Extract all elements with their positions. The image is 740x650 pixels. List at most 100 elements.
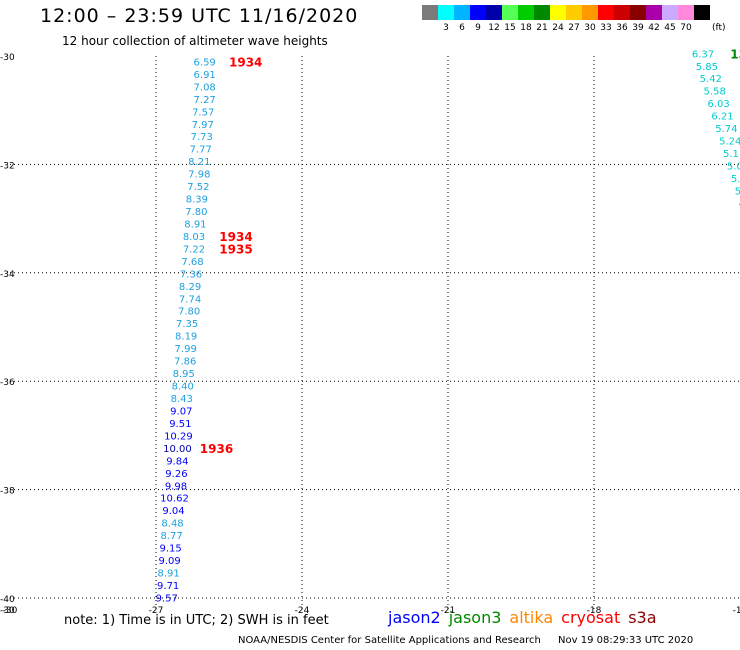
data-point-label: 9.71 <box>157 581 179 592</box>
legend-swatch <box>582 5 598 20</box>
data-point-label: 9.84 <box>166 456 188 467</box>
legend-swatch-cell: 39 <box>630 5 646 34</box>
footer: NOAA/NESDIS Center for Satellite Applica… <box>238 635 693 646</box>
data-point-label: 7.73 <box>191 132 213 143</box>
time-annotation: 1936 <box>200 442 233 456</box>
satellite-cryosat: cryosat <box>561 608 621 627</box>
y-tick-label: -30 <box>0 53 15 63</box>
legend-swatch-cell: 18 <box>518 5 534 34</box>
data-point-label: 5.74 <box>715 124 737 135</box>
data-point-label: 7.57 <box>192 107 214 118</box>
legend-swatch <box>630 5 646 20</box>
y-tick-label: -40 <box>0 595 15 605</box>
data-point-label: 7.77 <box>190 145 212 156</box>
time-annotation: 1934 <box>219 230 252 244</box>
data-point-label: 9.98 <box>165 481 187 492</box>
data-point-label: 9.15 <box>159 544 181 555</box>
legend-label: 24 <box>552 23 564 33</box>
x-tick-label: -30 <box>0 606 15 616</box>
legend-swatch <box>534 5 550 20</box>
time-annotation: 1339 <box>730 47 740 61</box>
data-point-label: 7.80 <box>178 307 200 318</box>
legend-swatch <box>550 5 566 20</box>
legend-label: 12 <box>488 23 500 33</box>
data-point-label: 8.03 <box>183 232 205 243</box>
legend-swatch <box>678 5 694 20</box>
legend-swatch <box>502 5 518 20</box>
x-tick-label: -27 <box>149 606 164 616</box>
legend-swatch-cell: 24 <box>550 5 566 34</box>
data-point-label: 7.97 <box>192 120 214 131</box>
data-point-label: 6.03 <box>707 99 729 110</box>
legend-unit: (ft) <box>712 23 726 33</box>
legend-label: 6 <box>459 23 465 33</box>
data-point-label: 5.11 <box>723 149 740 160</box>
page-title: 12:00 – 23:59 UTC 11/16/2020 <box>40 5 359 27</box>
data-point-label: 5.24 <box>719 137 740 148</box>
data-point-label: 8.48 <box>161 519 183 530</box>
legend-label: 27 <box>568 23 580 33</box>
data-point-label: 9.51 <box>169 419 191 430</box>
legend-swatch <box>694 5 710 20</box>
legend-swatch <box>662 5 678 20</box>
legend-swatch-cell: 27 <box>566 5 582 34</box>
data-point-label: 4.87 <box>739 199 740 210</box>
data-point-label: 7.98 <box>188 170 210 181</box>
satellite-s3a: s3a <box>628 608 657 627</box>
y-tick-label: -32 <box>0 161 15 171</box>
time-annotation: 1935 <box>219 242 252 256</box>
data-point-label: 7.35 <box>176 319 198 330</box>
data-point-label: 8.95 <box>173 369 195 380</box>
data-point-label: 8.19 <box>175 332 197 343</box>
data-point-label: 8.21 <box>188 157 210 168</box>
legend-swatch <box>566 5 582 20</box>
legend-label: 42 <box>648 23 660 33</box>
data-point-label: 10.29 <box>164 431 193 442</box>
legend-label: 21 <box>536 23 548 33</box>
y-tick-label: -34 <box>0 270 15 280</box>
x-tick-label: -30 <box>3 606 18 616</box>
data-point-label: 5.85 <box>696 62 718 73</box>
data-point-label: 6.59 <box>194 57 216 68</box>
legend-swatch <box>470 5 486 20</box>
chart-note: note: 1) Time is in UTC; 2) SWH is in fe… <box>64 613 329 628</box>
y-tick-label: -38 <box>0 487 15 497</box>
legend-label: 70 <box>680 23 692 33</box>
data-point-label: 8.91 <box>184 219 206 230</box>
data-point-label: 6.21 <box>711 112 733 123</box>
color-scale-legend: 3 6 9 12 15 18 21 24 27 30 33 36 39 42 45 70 (ft) <box>422 5 726 34</box>
legend-swatch <box>422 5 438 20</box>
data-point-label: 8.39 <box>186 195 208 206</box>
data-point-label: 7.27 <box>194 95 216 106</box>
legend-swatch-cell: 12 <box>486 5 502 34</box>
legend-label: 9 <box>475 23 481 33</box>
satellite-altika: altika <box>509 608 554 627</box>
legend-swatch-cell: 3 <box>438 5 454 34</box>
legend-swatch-cell: 6 <box>454 5 470 34</box>
satellite-jason2: jason2 <box>388 608 441 627</box>
satellite-jason3: jason3 <box>448 608 502 627</box>
data-point-label: 5.06 <box>727 161 740 172</box>
legend-swatch-cell <box>694 5 710 34</box>
legend-swatch <box>486 5 502 20</box>
legend-swatch <box>438 5 454 20</box>
legend-label: 39 <box>632 23 644 33</box>
legend-label: 3 <box>443 23 449 33</box>
data-point-label: 7.80 <box>185 207 207 218</box>
data-point-label: 8.91 <box>158 569 180 580</box>
data-point-label: 6.91 <box>194 70 216 81</box>
x-tick-label: -21 <box>441 606 456 616</box>
legend-swatch <box>454 5 470 20</box>
data-point-label: 7.86 <box>174 357 196 368</box>
legend-swatch <box>614 5 630 20</box>
legend-swatch-cell: 9 <box>470 5 486 34</box>
data-point-label: 7.74 <box>179 294 201 305</box>
data-point-label: 5.31 <box>735 186 740 197</box>
x-tick-label: -15 <box>733 606 740 616</box>
data-point-label: 8.77 <box>160 531 182 542</box>
footer-credit: NOAA/NESDIS Center for Satellite Applica… <box>238 635 541 646</box>
y-tick-label: -36 <box>0 378 15 388</box>
data-point-label: 7.08 <box>194 82 216 93</box>
satellite-legend: jason2 jason3 altika cryosat s3a <box>388 608 665 627</box>
